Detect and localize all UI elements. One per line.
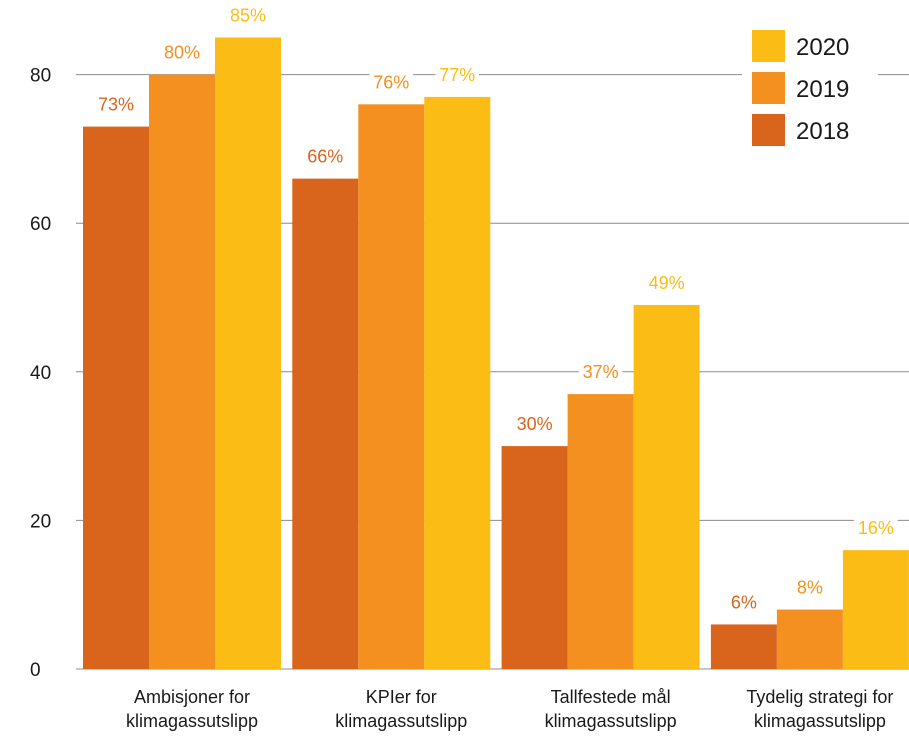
data-label-background — [94, 91, 138, 118]
data-label: 8% — [797, 578, 823, 598]
y-tick-label: 80 — [30, 66, 51, 87]
data-label: 80% — [164, 43, 200, 63]
bar-2018 — [292, 178, 359, 669]
data-label-background — [369, 69, 414, 96]
category-label: Ambisjoner for — [134, 687, 250, 707]
category-label: Tydelig strategi for — [746, 687, 893, 707]
legend-swatch-2018 — [752, 114, 785, 146]
category-label: klimagassutslipp — [126, 711, 258, 731]
legend-label: 2019 — [796, 76, 849, 103]
bar-2018 — [83, 126, 149, 670]
bar-2018 — [501, 446, 568, 669]
data-label: 49% — [649, 273, 685, 293]
y-axis-ticks: 0 20 40 60 80 — [30, 66, 51, 681]
data-label-background — [303, 143, 348, 170]
y-tick-label: 60 — [30, 214, 51, 235]
data-label: 73% — [98, 95, 134, 115]
data-label: 66% — [307, 147, 343, 167]
bar-2020 — [633, 304, 700, 669]
data-label-background — [644, 269, 689, 296]
bar-2019 — [567, 394, 634, 669]
legend-swatch-2020 — [752, 30, 785, 62]
bar-2020 — [424, 96, 491, 669]
data-label: 6% — [731, 592, 757, 612]
bar-2019 — [149, 74, 215, 670]
category-label: klimagassutslipp — [545, 711, 677, 731]
bar-2019 — [776, 609, 843, 669]
data-label-background — [512, 411, 557, 438]
bar-2020 — [215, 37, 281, 669]
category-label: Tallfestede mål — [551, 687, 671, 707]
data-label-background — [578, 359, 623, 386]
y-tick-label: 40 — [30, 363, 51, 384]
y-tick-label: 20 — [30, 511, 51, 532]
y-tick-label: 0 — [30, 660, 41, 681]
legend-label: 2018 — [796, 118, 849, 145]
category-label: klimagassutslipp — [754, 711, 886, 731]
x-axis-labels: Ambisjoner for klimagassutslipp KPIer for k… — [126, 687, 893, 731]
bar-2019 — [358, 104, 425, 669]
data-label: 85% — [230, 5, 266, 25]
category-label: klimagassutslipp — [335, 711, 467, 731]
data-label: 76% — [373, 72, 409, 92]
data-label-background — [727, 589, 761, 616]
data-label: 16% — [858, 518, 894, 538]
bar-2018 — [710, 624, 777, 669]
data-label-background — [854, 515, 898, 542]
data-label: 30% — [517, 414, 553, 434]
data-label-background — [435, 61, 480, 88]
data-label-background — [793, 574, 827, 601]
bars — [83, 37, 909, 670]
data-label: 37% — [583, 362, 619, 382]
legend: 2020 2019 2018 — [742, 18, 878, 153]
data-label: 77% — [439, 65, 475, 85]
data-label-background — [160, 39, 204, 66]
data-labels: 73% 80% 85% 66% 76% 77% 30% 37% 49% 6% 8% 16% — [94, 2, 898, 616]
category-label: KPIer for — [366, 687, 437, 707]
data-label-background — [226, 2, 270, 29]
legend-label: 2020 — [796, 34, 849, 61]
legend-swatch-2019 — [752, 72, 785, 104]
bar-2020 — [842, 550, 909, 669]
